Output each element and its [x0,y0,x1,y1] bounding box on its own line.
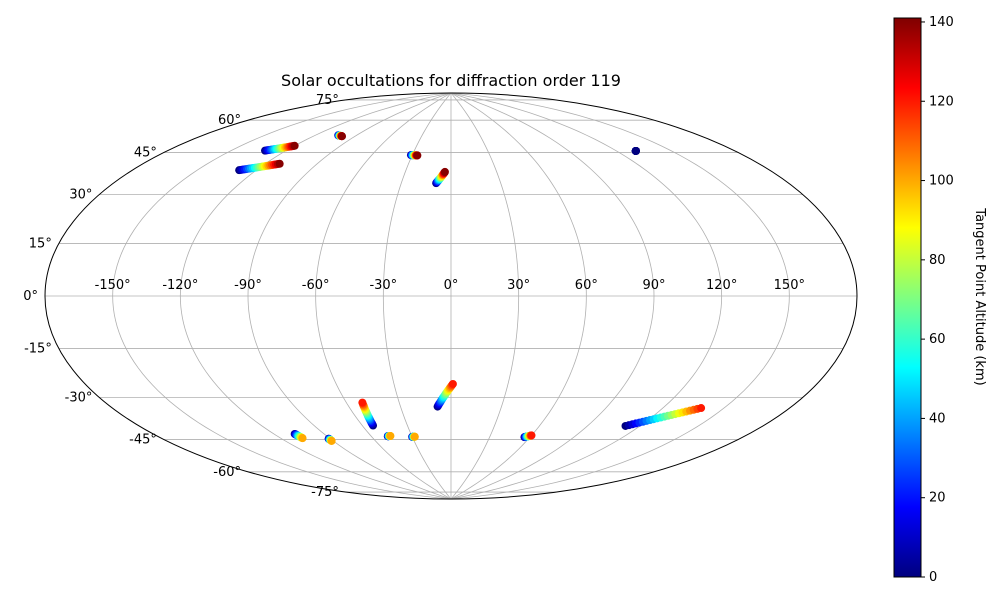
latitude-tick-label: -30° [65,391,93,406]
longitude-gridline [450,92,790,500]
longitude-gridline [450,92,520,500]
colorbar-tick-label: 40 [929,411,946,426]
longitude-tick-label: 150° [774,278,805,293]
latitude-tick-label: 75° [316,93,339,108]
colorbar-ticks: 0 20 40 60 80 100 120 140 [921,15,954,585]
colorbar-tick-label: 120 [929,94,954,109]
occultation-point [631,146,640,155]
longitude-tick-label: -120° [162,278,198,293]
colorbar-tick-label: 100 [929,174,954,189]
latitude-tick-label: 30° [69,188,92,203]
longitude-tick-label: 30° [507,278,530,293]
occultation-point [410,432,419,441]
occultation-point [298,434,307,443]
graticule [45,92,857,500]
occultation-point [527,431,536,440]
latitude-tick-label: -45° [129,433,157,448]
longitude-gridline [450,92,723,500]
map-boundary [44,92,858,500]
longitude-tick-label: 60° [575,278,598,293]
occultation-point [386,431,395,440]
occultation-point [275,159,284,168]
occultation-point [358,398,367,407]
longitude-gridline [382,92,452,500]
longitude-tick-label: 0° [444,278,459,293]
colorbar-tick-label: 80 [929,253,946,268]
longitude-gridline [112,92,452,500]
latitude-tick-label: 60° [218,113,241,128]
occultation-point [440,167,449,176]
longitude-tick-label: 90° [642,278,665,293]
colorbar-tick-label: 60 [929,332,946,347]
occultation-point [338,132,347,141]
longitude-tick-label: -60° [302,278,330,293]
longitude-tick-label: -30° [369,278,397,293]
colorbar-tick-label: 140 [929,15,954,30]
occultation-point [448,379,457,388]
latitude-tick-label: 0° [23,289,38,304]
latitude-tick-label: -15° [24,342,52,357]
longitude-gridline [450,92,655,500]
longitude-tick-labels: -150° -120° -90° -60° -30° 0° 30° 60° 90° 120° 150… [95,278,805,293]
occultation-point [327,436,336,445]
longitude-tick-label: -150° [95,278,131,293]
colorbar-tick-label: 0 [929,570,937,585]
latitude-tick-label: 15° [29,236,52,251]
chart-title: Solar occultations for diffraction order… [281,71,621,90]
occultation-point [413,151,422,160]
latitude-tick-labels: 75° 60° 45° 30° 15° 0° -15° -30° -45° -60° -75° [23,93,339,500]
occultation-point [290,141,299,150]
colorbar-label: Tangent Point Altitude (km) [972,207,987,385]
latitude-tick-label: 45° [134,145,157,160]
longitude-gridline [179,92,452,500]
colorbar-tick-label: 20 [929,491,946,506]
occultation-points [235,131,706,445]
latitude-tick-label: -60° [213,465,241,480]
latitude-tick-label: -75° [311,485,339,500]
occultation-point [697,404,706,413]
longitude-tick-label: 120° [706,278,737,293]
longitude-tick-label: -90° [234,278,262,293]
colorbar [893,17,922,578]
longitude-gridline [315,92,452,500]
